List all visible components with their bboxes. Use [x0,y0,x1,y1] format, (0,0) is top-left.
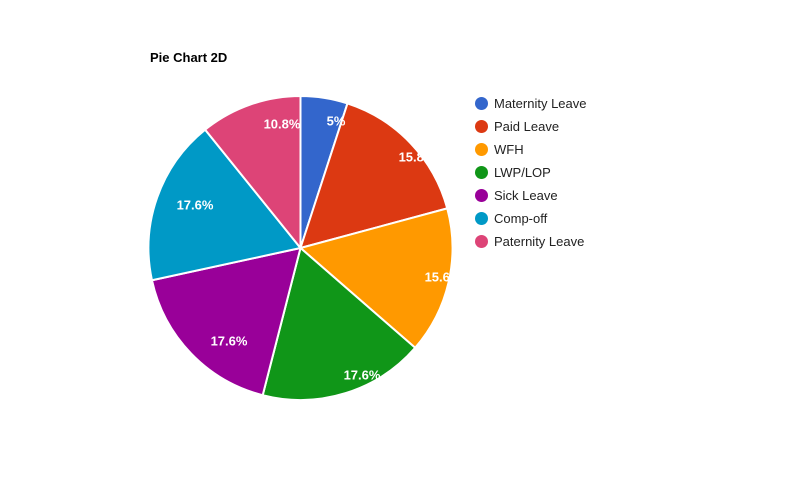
pie-slice-paid-leave[interactable] [299,102,449,249]
legend-item-comp-off: Comp-off [475,207,587,230]
legend-item-paternity-leave: Paternity Leave [475,230,587,253]
legend-swatch-sick-leave [475,189,488,202]
legend-swatch-wfh [475,143,488,156]
pie-slice-sick-leave[interactable] [150,247,302,397]
legend-item-maternity-leave: Maternity Leave [475,92,587,115]
chart-title: Pie Chart 2D [150,50,228,65]
legend-item-lwp-lop: LWP/LOP [475,161,587,184]
legend-label-comp-off: Comp-off [494,211,548,226]
legend-item-sick-leave: Sick Leave [475,184,587,207]
slice-label-paid-leave: 15.8% [399,150,436,165]
legend-swatch-lwp-lop [475,166,488,179]
legend-swatch-paternity-leave [475,235,488,248]
legend-label-paternity-leave: Paternity Leave [494,234,585,249]
pie-slice-lwp-lop[interactable] [261,247,417,401]
pie-slice-comp-off[interactable] [147,128,302,282]
slice-label-sick-leave: 17.6% [211,334,248,349]
legend-swatch-comp-off [475,212,488,225]
pie-slice-paternity-leave[interactable] [204,95,302,249]
slice-label-paternity-leave: 10.8% [264,117,301,132]
legend-item-paid-leave: Paid Leave [475,115,587,138]
legend-label-sick-leave: Sick Leave [494,188,558,203]
slice-label-wfh: 15.6% [425,270,462,285]
legend-swatch-maternity-leave [475,97,488,110]
legend-label-wfh: WFH [494,142,524,157]
pie-slices-group [147,95,454,401]
legend-swatch-paid-leave [475,120,488,133]
legend-label-maternity-leave: Maternity Leave [494,96,587,111]
slice-label-lwp-lop: 17.6% [344,368,381,383]
pie-slice-wfh[interactable] [299,207,454,349]
slice-label-comp-off: 17.6% [177,198,214,213]
legend-label-paid-leave: Paid Leave [494,119,560,134]
pie-labels-group: 5% 15.8% 15.6% 17.6% 17.6% 17.6% 10.8% [177,114,462,383]
legend-label-lwp-lop: LWP/LOP [494,165,551,180]
legend-item-wfh: WFH [475,138,587,161]
slice-label-maternity-leave: 5% [327,114,346,129]
chart-legend: Maternity Leave Paid Leave WFH LWP/LOP Sick … [475,92,587,253]
